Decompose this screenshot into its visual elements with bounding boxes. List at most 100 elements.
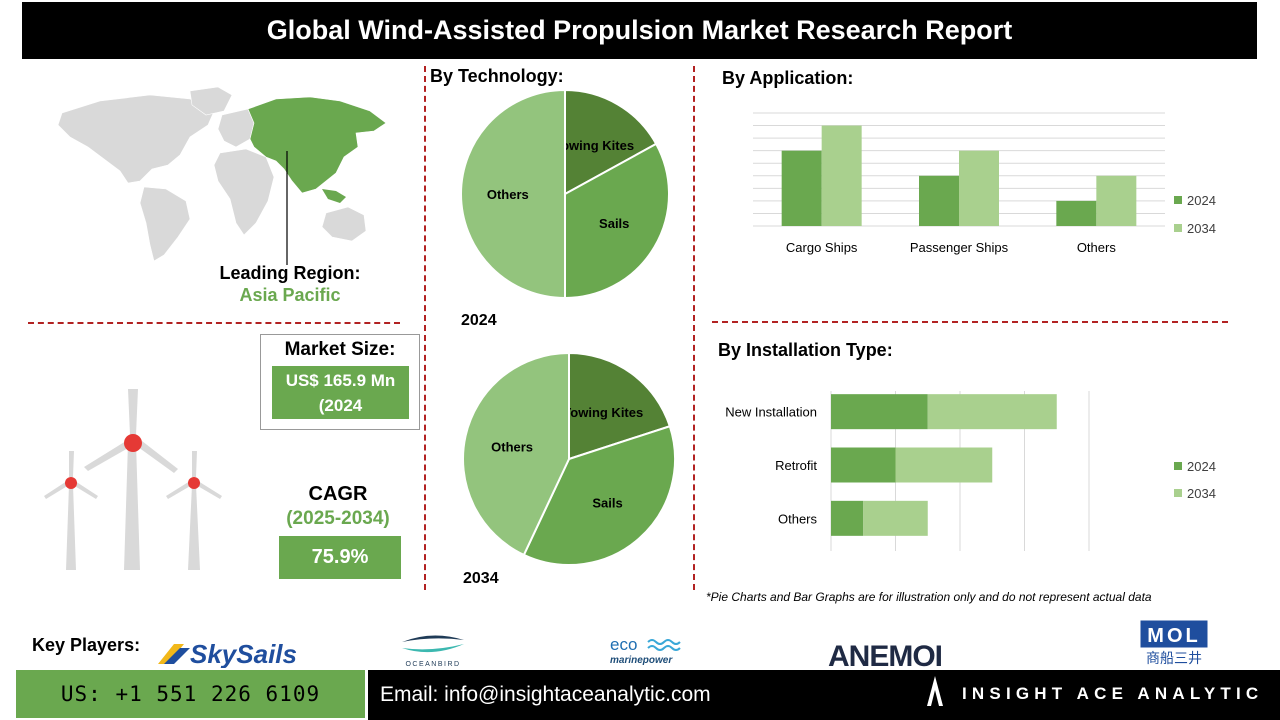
footer-bar: [368, 670, 1280, 720]
bar-new-installation-2024: [831, 394, 928, 430]
divider-left-horizontal: [28, 322, 400, 324]
map-africa: [213, 148, 275, 236]
skysails-logo-text: SkySails: [190, 640, 297, 668]
world-map: [57, 86, 387, 265]
bar-cargo-ships-2024: [781, 150, 822, 226]
category-label-new-installation: New Installation: [725, 405, 817, 420]
market-size-value-line1: US$ 165.9 Mn: [285, 371, 396, 390]
footer-brand: INSIGHT ACE ANALYTIC: [962, 684, 1264, 703]
application-section-title: By Application:: [722, 68, 854, 88]
pie-slice-others: [462, 351, 570, 557]
map-south-america: [139, 186, 191, 262]
bar-cargo-ships-2034: [821, 125, 862, 226]
turbine-tower-right: [188, 485, 200, 570]
pie-slice-sails: [522, 424, 676, 566]
pie-chart-2024: Towing Kites Sails Others 2024: [460, 88, 670, 329]
brand-logo-icon: A: [927, 676, 943, 706]
turbine-blade-left-up: [69, 451, 74, 477]
footer-phone-box: US: +1 551 226 6109: [16, 670, 365, 718]
divider-right-horizontal: [712, 321, 1228, 323]
pie-title: 2024: [461, 312, 497, 329]
svg-text:A: A: [935, 702, 936, 705]
pie-label-towing-kites: Towing Kites: [554, 138, 634, 153]
pie-label-sails: Sails: [599, 216, 629, 231]
turbine-tower-left: [66, 485, 76, 570]
market-size-label: Market Size:: [284, 339, 396, 360]
chart-disclaimer: *Pie Charts and Bar Graphs are for illus…: [706, 590, 1152, 604]
turbine-blade-right-left: [166, 481, 192, 499]
turbine-blade-center-left: [84, 441, 130, 471]
pie-label-others: Others: [491, 439, 533, 454]
report-header: Global Wind-Assisted Propulsion Market R…: [22, 2, 1257, 59]
ecomarinepower-logo-text: marinepower: [610, 655, 673, 666]
turbine-blade-right-right: [196, 481, 222, 499]
bar-others-2024: [831, 500, 864, 536]
category-label-cargo-ships: Cargo Ships: [786, 240, 858, 255]
report-title: Global Wind-Assisted Propulsion Market R…: [266, 15, 1013, 45]
mol-logo: MOL 商船三井: [1140, 620, 1208, 666]
pie-label-others: Others: [487, 187, 529, 202]
bar-others-2024: [1056, 200, 1097, 226]
legend-label-2024: 2024: [1187, 193, 1216, 208]
pie-slice-others: [460, 88, 566, 300]
turbine-blade-right-up: [192, 451, 197, 477]
installation-section-title: By Installation Type:: [718, 340, 893, 360]
legend-label-2034: 2034: [1187, 221, 1216, 236]
pie-label-towing-kites: Towing Kites: [563, 405, 643, 420]
oceanbird-logo-text: OCEANBIRD: [405, 661, 460, 668]
map-australia: [321, 206, 367, 242]
key-players-label: Key Players:: [32, 635, 141, 655]
bar-retrofit-2034: [895, 447, 993, 483]
pie-slice-sails: [564, 142, 670, 300]
category-label-retrofit: Retrofit: [775, 458, 817, 473]
turbine-hub-right: [188, 477, 200, 489]
divider-right: [693, 66, 695, 590]
leading-region-value: Asia Pacific: [239, 285, 341, 305]
bar-retrofit-2024: [831, 447, 896, 483]
oceanbird-logo: OCEANBIRD: [402, 635, 464, 668]
skysails-logo: SkySails: [158, 640, 297, 668]
turbine-tower-center: [124, 443, 140, 570]
footer-email[interactable]: Email: info@insightaceanalytic.com: [380, 683, 711, 706]
cagr-value: 75.9%: [279, 536, 401, 579]
bar-others-2034: [863, 500, 928, 536]
map-greenland: [189, 86, 233, 116]
leading-region-label: Leading Region:: [219, 263, 361, 283]
divider-left: [424, 66, 426, 590]
legend-swatch-2024: [1174, 462, 1182, 470]
category-label-others: Others: [778, 511, 818, 526]
turbine-blade-center-up: [128, 389, 138, 435]
pie-chart-2034: Towing Kites Sails Others 2034: [462, 351, 676, 587]
legend-swatch-2034: [1174, 224, 1182, 232]
legend-label-2034: 2034: [1187, 486, 1216, 501]
market-size-value: US$ 165.9 Mn (2024: [272, 366, 409, 419]
technology-section-title: By Technology:: [430, 66, 564, 86]
ecomarinepower-logo: eco marinepower: [610, 635, 681, 666]
turbine-blade-left-right: [73, 481, 98, 499]
map-north-america: [57, 94, 216, 184]
mol-logo-japanese: 商船三井: [1146, 650, 1202, 666]
mol-logo-text: MOL: [1147, 625, 1200, 647]
application-bar-chart: Cargo Ships Passenger Ships Others 2024 2034: [753, 112, 1216, 255]
legend-swatch-2034: [1174, 489, 1182, 497]
pie-slice-towing-kites: [568, 351, 672, 461]
map-asia-islands: [322, 189, 346, 203]
turbine-blade-center-right: [138, 441, 178, 473]
wind-turbines-illustration: [44, 389, 222, 570]
turbine-hub-left: [65, 477, 77, 489]
ecomarinepower-logo-eco: eco: [610, 635, 637, 654]
cagr-period: (2025-2034): [286, 508, 390, 529]
installation-bar-chart: New Installation Retrofit Others 2024 2034: [725, 391, 1216, 551]
map-europe: [217, 108, 255, 148]
legend-swatch-2024: [1174, 196, 1182, 204]
map-asia-highlight: [247, 96, 387, 194]
footer-phone[interactable]: US: +1 551 226 6109: [60, 682, 321, 706]
turbine-hub-center: [124, 434, 142, 452]
pie-slice-towing-kites: [564, 88, 658, 196]
bar-passenger-ships-2024: [919, 175, 959, 226]
category-label-others: Others: [1077, 240, 1117, 255]
anemoi-logo-text: ANEMOI: [828, 640, 942, 670]
category-label-passenger-ships: Passenger Ships: [910, 240, 1009, 255]
bar-others-2034: [1096, 175, 1137, 226]
anemoi-logo: ANEMOI: [828, 640, 943, 670]
